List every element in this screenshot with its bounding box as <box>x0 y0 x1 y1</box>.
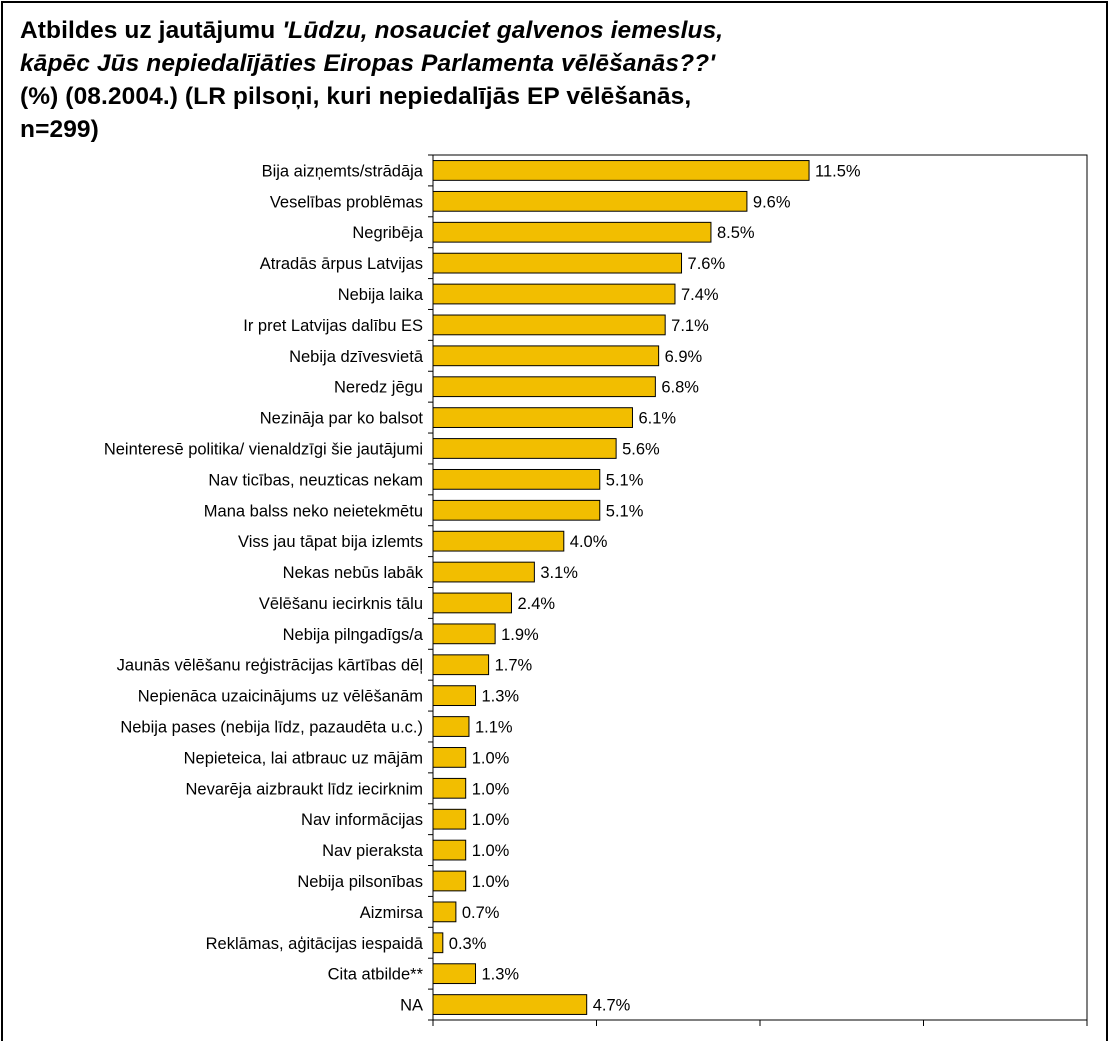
bar <box>433 778 466 798</box>
value-label: 7.4% <box>681 286 719 304</box>
category-label: Nezināja par ko balsot <box>260 410 424 428</box>
value-label: 1.0% <box>472 749 510 767</box>
value-label: 6.1% <box>638 410 676 428</box>
category-label: Viss jau tāpat bija izlemts <box>238 533 423 551</box>
category-label: Nebija pilsonības <box>297 873 423 891</box>
bar <box>433 655 489 675</box>
category-label: Negribēja <box>352 224 423 242</box>
bar <box>433 284 675 304</box>
value-label: 3.1% <box>540 564 578 582</box>
value-label: 7.1% <box>671 317 709 335</box>
category-label: Vēlēšanu iecirknis tālu <box>259 595 423 613</box>
value-label: 0.7% <box>462 904 500 922</box>
category-label: NA <box>400 997 423 1015</box>
value-label: 2.4% <box>517 595 555 613</box>
category-label: Cita atbilde** <box>328 966 424 984</box>
value-label: 4.0% <box>570 533 608 551</box>
category-label: Jaunās vēlēšanu reģistrācijas kārtības d… <box>117 657 423 675</box>
bar <box>433 531 564 551</box>
bar <box>433 871 466 891</box>
value-label: 5.6% <box>622 440 660 458</box>
value-label: 1.0% <box>472 842 510 860</box>
value-label: 7.6% <box>688 255 726 273</box>
value-label: 1.0% <box>472 873 510 891</box>
category-label: Nav pieraksta <box>322 842 424 860</box>
value-label: 1.0% <box>472 811 510 829</box>
category-label: Nebija pases (nebija līdz, pazaudēta u.c… <box>120 719 423 737</box>
category-label: Veselības problēmas <box>270 193 423 211</box>
category-label: Neredz jēgu <box>334 379 423 397</box>
category-label: Nav ticības, neuzticas nekam <box>208 471 423 489</box>
bar <box>433 439 616 459</box>
bar <box>433 902 456 922</box>
value-label: 1.3% <box>482 688 520 706</box>
value-label: 1.7% <box>495 657 533 675</box>
bar <box>433 500 600 520</box>
category-label: Nepienāca uzaicinājums uz vēlēšanām <box>138 688 423 706</box>
bar <box>433 995 587 1015</box>
value-label: 1.9% <box>501 626 539 644</box>
category-label: Neinteresē politika/ vienaldzīgi šie jau… <box>104 440 423 458</box>
category-label: Nebija laika <box>338 286 424 304</box>
bar <box>433 593 511 613</box>
bar <box>433 717 469 737</box>
category-label: Atradās ārpus Latvijas <box>260 255 423 273</box>
bar <box>433 377 655 397</box>
bar <box>433 840 466 860</box>
value-label: 9.6% <box>753 193 791 211</box>
category-label: Nekas nebūs labāk <box>283 564 424 582</box>
value-label: 5.1% <box>606 471 644 489</box>
bar <box>433 686 476 706</box>
category-label: Nebija pilngadīgs/a <box>283 626 424 644</box>
bar <box>433 346 659 366</box>
category-label: Bija aizņemts/strādāja <box>262 162 424 180</box>
bar <box>433 222 711 242</box>
category-label: Nav informācijas <box>301 811 423 829</box>
bar <box>433 624 495 644</box>
bar <box>433 191 747 211</box>
bar <box>433 408 632 428</box>
category-label: Nebija dzīvesvietā <box>289 348 424 366</box>
value-label: 1.3% <box>482 966 520 984</box>
bar <box>433 748 466 768</box>
bar <box>433 161 809 181</box>
category-label: Reklāmas, aģitācijas iespaidā <box>206 935 424 953</box>
category-label: Nevarēja aizbraukt līdz iecirknim <box>185 780 423 798</box>
value-label: 6.8% <box>661 379 699 397</box>
category-label: Mana balss neko neietekmētu <box>204 502 423 520</box>
bar <box>433 469 600 489</box>
category-label: Nepieteica, lai atbrauc uz mājām <box>184 749 423 767</box>
value-label: 8.5% <box>717 224 755 242</box>
bar <box>433 253 682 273</box>
category-label: Ir pret Latvijas dalību ES <box>243 317 423 335</box>
value-label: 6.9% <box>665 348 703 366</box>
bar <box>433 933 443 953</box>
value-label: 1.1% <box>475 719 513 737</box>
value-label: 4.7% <box>593 997 631 1015</box>
bar <box>433 315 665 335</box>
value-label: 1.0% <box>472 780 510 798</box>
value-label: 5.1% <box>606 502 644 520</box>
bar <box>433 809 466 829</box>
value-label: 0.3% <box>449 935 487 953</box>
value-label: 11.5% <box>815 162 861 180</box>
category-label: Aizmirsa <box>360 904 424 922</box>
bar <box>433 562 534 582</box>
bar <box>433 964 476 984</box>
